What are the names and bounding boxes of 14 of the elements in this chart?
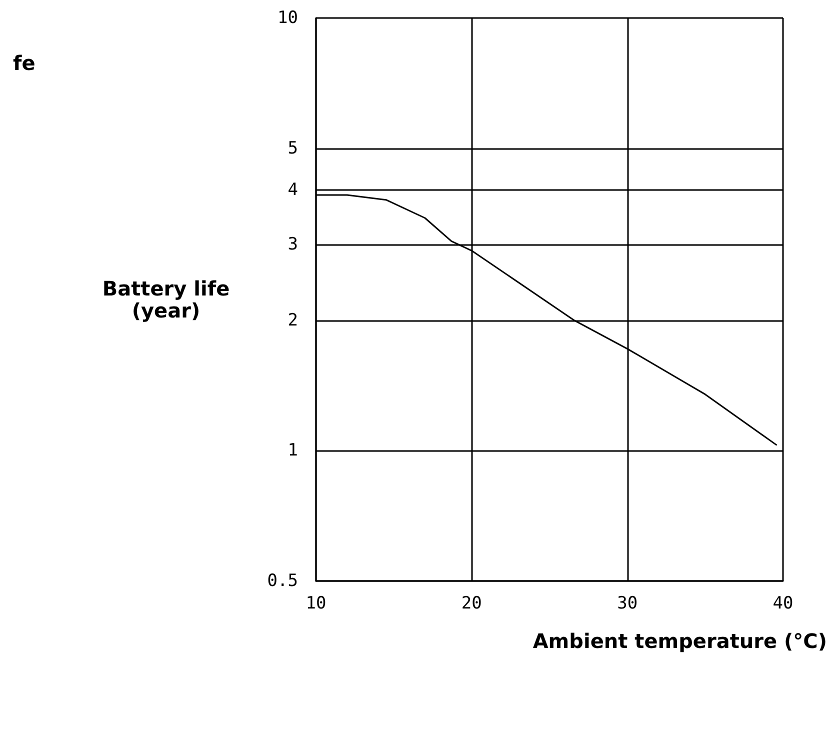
x-tick-label: 10 xyxy=(306,594,326,614)
x-axis-title: Ambient temperature (°C) xyxy=(532,629,827,653)
x-tick-label: 20 xyxy=(461,594,482,614)
y-tick-label: 4 xyxy=(288,180,298,200)
x-tick-label: 30 xyxy=(617,594,638,614)
y-tick-label: 2 xyxy=(288,310,298,330)
y-tick-label: 5 xyxy=(288,138,298,158)
y-axis-title: Battery life (year) xyxy=(102,276,230,322)
x-tick-label: 40 xyxy=(772,594,794,614)
y-tick-label: 0.5 xyxy=(267,571,298,591)
y-tick-label: 10 xyxy=(278,8,298,28)
y-tick-label: 1 xyxy=(288,440,298,461)
text: fe xyxy=(13,51,36,75)
y-tick-label: 3 xyxy=(288,234,298,254)
